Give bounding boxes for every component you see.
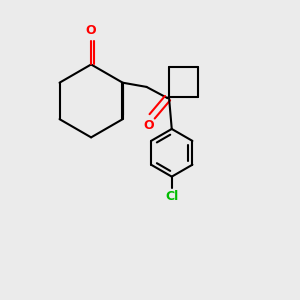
Text: Cl: Cl bbox=[165, 190, 178, 203]
Text: O: O bbox=[86, 24, 96, 37]
Text: O: O bbox=[143, 119, 154, 132]
